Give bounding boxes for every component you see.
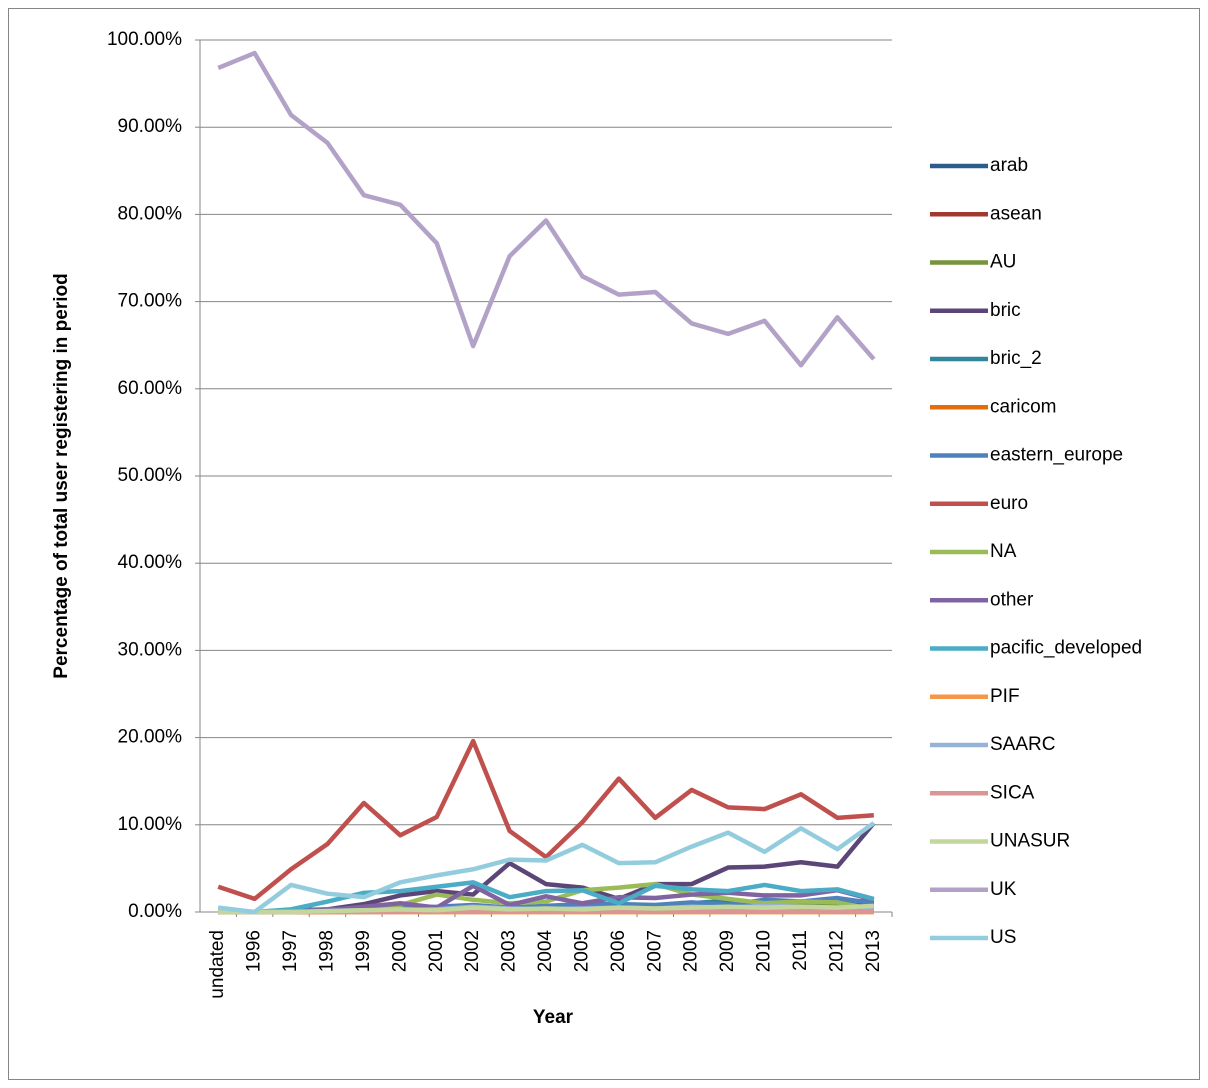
legend-label: bric_2 [990, 348, 1042, 369]
x-tick-label: 1999 [353, 930, 374, 972]
y-tick-label: 70.00% [118, 291, 183, 312]
y-tick-label: 40.00% [118, 552, 183, 573]
legend-label: PIF [990, 686, 1020, 707]
y-tick-label: 10.00% [118, 814, 183, 835]
x-tick-label: 2003 [499, 930, 520, 972]
x-tick-label: 2008 [681, 930, 702, 972]
x-tick-label: undated [207, 930, 228, 999]
legend-label: SAARC [990, 734, 1055, 755]
series-line [217, 50, 876, 368]
x-axis-title: Year [533, 1007, 574, 1028]
legend-label: UK [990, 879, 1017, 900]
legend-label: euro [990, 493, 1028, 514]
x-tick-label: 2006 [608, 930, 629, 972]
y-axis-title: Percentage of total user registering in … [51, 273, 72, 678]
x-tick-label: 2011 [790, 930, 811, 971]
series-line [218, 903, 874, 915]
legend-label: bric [990, 300, 1021, 321]
x-tick-label: 2004 [535, 930, 556, 973]
series-line [218, 880, 875, 915]
legend-label: UNASUR [990, 831, 1070, 852]
x-tick-label: 2000 [389, 930, 410, 972]
y-tick-label: 100.00% [107, 29, 182, 50]
legend-label: eastern_europe [990, 445, 1123, 466]
series-line [217, 821, 876, 915]
y-tick-label: 60.00% [118, 378, 183, 399]
legend-label: AU [990, 252, 1016, 273]
legend-label: caricom [990, 396, 1057, 417]
x-tick-label: 1997 [280, 930, 301, 972]
series-line [217, 738, 874, 902]
y-tick-label: 20.00% [118, 727, 183, 748]
x-tick-label: 2009 [717, 930, 738, 972]
legend-label: other [990, 589, 1034, 610]
y-tick-label: 80.00% [118, 203, 183, 224]
y-tick-label: 50.00% [118, 465, 183, 486]
y-tick-label: 30.00% [118, 639, 183, 660]
legend-label: SICA [990, 782, 1035, 803]
y-tick-label: 90.00% [118, 116, 183, 137]
x-tick-label: 2012 [826, 930, 847, 972]
x-tick-label: 1998 [316, 930, 337, 972]
x-tick-label: 2001 [426, 930, 447, 972]
y-tick-label: 0.00% [128, 901, 182, 922]
legend-label: NA [990, 541, 1017, 562]
x-tick-label: 2010 [754, 930, 775, 972]
x-tick-label: 2007 [644, 930, 665, 972]
x-tick-label: 1996 [244, 930, 265, 972]
x-tick-label: 2002 [462, 930, 483, 972]
x-tick-label: 2005 [571, 930, 592, 972]
legend-label: arab [990, 155, 1028, 176]
x-tick-label: 2013 [863, 930, 884, 972]
legend-label: asean [990, 203, 1042, 224]
legend-label: US [990, 927, 1016, 948]
legend-label: pacific_developed [990, 638, 1142, 659]
